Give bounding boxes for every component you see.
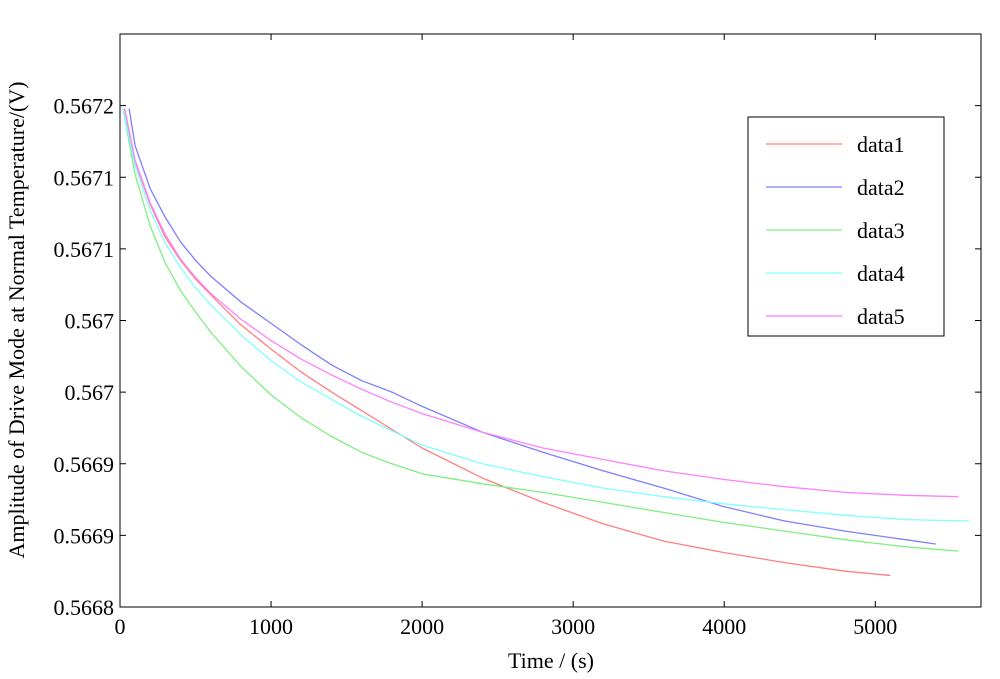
series-line-data2 (128, 108, 936, 545)
y-tick-label: 0.567 (65, 309, 115, 334)
y-tick-label: 0.5671 (54, 237, 115, 262)
series-line-data3 (122, 108, 959, 552)
y-tick-label: 0.5669 (54, 452, 115, 477)
y-tick-label: 0.567 (65, 380, 115, 405)
series-layer (122, 108, 969, 577)
series-line-data5 (123, 108, 959, 498)
legend-label-data2: data2 (857, 175, 905, 200)
x-tick-label: 2000 (400, 614, 444, 639)
x-axis-label: Time / (s) (508, 648, 594, 673)
legend-label-data3: data3 (857, 218, 905, 243)
y-tick-label: 0.5669 (54, 523, 115, 548)
legend: data1 data2 data3 data4 data5 (747, 116, 945, 337)
y-tick-label: 0.5671 (54, 165, 115, 190)
y-axis: 0.5668 0.5669 0.5669 0.567 0.567 0.5671 0.5671… (54, 94, 981, 620)
series-line-data1 (123, 108, 891, 577)
legend-box (747, 116, 945, 337)
x-tick-label: 0 (115, 614, 126, 639)
legend-label-data4: data4 (857, 261, 905, 286)
x-axis: 0 1000 2000 3000 4000 5000 (115, 34, 897, 639)
x-tick-label: 4000 (702, 614, 746, 639)
legend-label-data1: data1 (857, 132, 905, 157)
legend-label-data5: data5 (857, 304, 905, 329)
y-tick-label: 0.5668 (54, 595, 115, 620)
y-axis-label: Amplitude of Drive Mode at Normal Temper… (4, 81, 29, 558)
x-tick-label: 5000 (853, 614, 897, 639)
y-tick-label: 0.5672 (54, 94, 115, 119)
x-tick-label: 3000 (551, 614, 595, 639)
series-line-data4 (122, 108, 969, 522)
x-tick-label: 1000 (249, 614, 293, 639)
